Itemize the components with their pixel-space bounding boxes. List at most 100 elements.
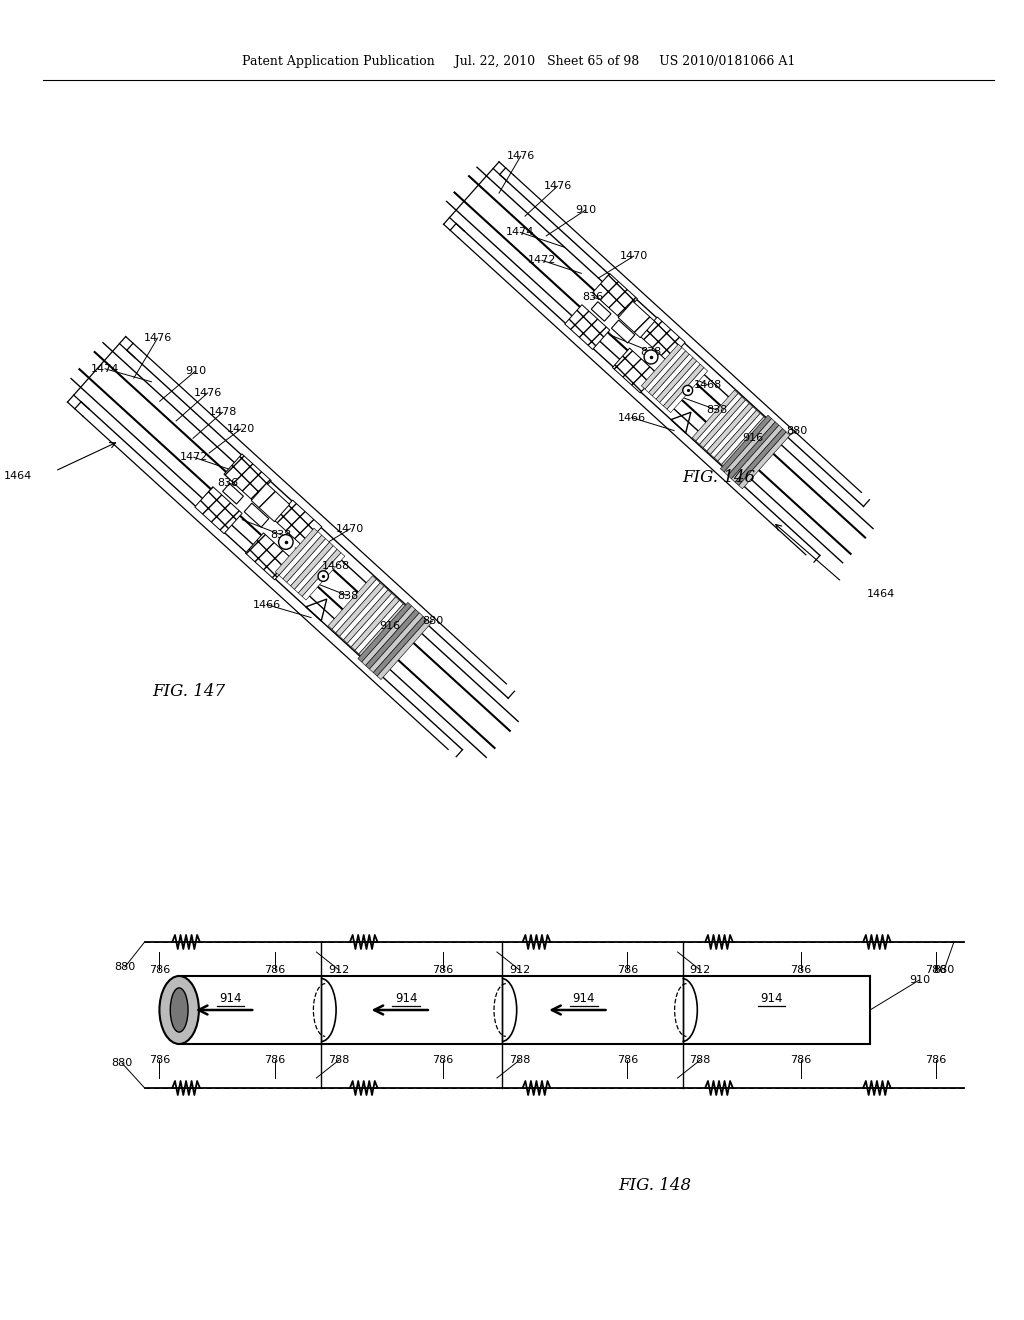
Text: 786: 786 — [264, 965, 286, 975]
Bar — [711, 407, 757, 458]
Bar — [618, 301, 654, 338]
Bar — [251, 483, 290, 521]
Bar — [370, 612, 423, 673]
Text: 786: 786 — [791, 965, 812, 975]
Text: 914: 914 — [760, 993, 782, 1005]
Bar — [374, 616, 427, 676]
Bar — [347, 594, 395, 647]
Text: 1466: 1466 — [617, 413, 646, 422]
Text: 880: 880 — [934, 965, 954, 975]
Bar — [699, 397, 745, 447]
Bar — [648, 351, 689, 396]
Bar — [720, 416, 772, 473]
Text: 910: 910 — [184, 366, 206, 376]
Text: 880: 880 — [786, 425, 808, 436]
Bar — [366, 610, 420, 669]
Bar — [722, 417, 768, 467]
Text: 1474: 1474 — [91, 364, 119, 374]
Bar — [343, 590, 392, 643]
Text: 1468: 1468 — [322, 561, 350, 572]
Bar — [283, 535, 326, 582]
Bar — [731, 425, 782, 482]
Text: 1470: 1470 — [336, 524, 365, 533]
Text: FIG. 146: FIG. 146 — [682, 470, 756, 487]
Text: 1476: 1476 — [143, 333, 172, 343]
Text: 910: 910 — [575, 205, 596, 215]
Text: 786: 786 — [148, 965, 170, 975]
Text: 786: 786 — [926, 965, 947, 975]
Bar — [659, 360, 700, 405]
Text: 1476: 1476 — [194, 388, 222, 397]
Bar — [664, 364, 703, 409]
Text: 788: 788 — [509, 1055, 530, 1065]
Bar — [291, 543, 333, 590]
Bar — [359, 605, 408, 657]
Text: 786: 786 — [791, 1055, 812, 1065]
Bar — [302, 553, 345, 601]
Text: 916: 916 — [379, 622, 400, 631]
Bar — [696, 393, 741, 445]
Text: Patent Application Publication     Jul. 22, 2010   Sheet 65 of 98     US 2010/01: Patent Application Publication Jul. 22, … — [242, 55, 796, 69]
Text: 786: 786 — [432, 965, 454, 975]
Text: 786: 786 — [616, 1055, 638, 1065]
Text: 786: 786 — [148, 1055, 170, 1065]
Text: 1476: 1476 — [507, 150, 535, 161]
Bar — [340, 586, 388, 640]
Text: 838: 838 — [337, 590, 358, 601]
Bar — [707, 404, 753, 454]
Bar — [280, 532, 322, 579]
Text: 912: 912 — [329, 965, 349, 975]
Bar — [641, 345, 682, 389]
Text: 880: 880 — [422, 616, 443, 626]
Bar — [591, 302, 611, 321]
Bar — [351, 597, 399, 651]
Bar — [328, 576, 377, 630]
Text: 914: 914 — [572, 993, 595, 1005]
Text: 914: 914 — [395, 993, 418, 1005]
Bar — [724, 418, 775, 475]
Bar — [728, 422, 779, 479]
Text: 836: 836 — [583, 292, 604, 302]
Bar — [336, 583, 384, 636]
Bar — [246, 533, 293, 579]
Text: 786: 786 — [926, 1055, 947, 1065]
Bar — [735, 429, 786, 486]
Text: 1464: 1464 — [4, 471, 33, 480]
Text: 838: 838 — [640, 347, 662, 356]
Text: 912: 912 — [689, 965, 711, 975]
Bar — [640, 317, 685, 362]
Bar — [703, 400, 750, 451]
Text: 1464: 1464 — [866, 589, 895, 599]
Bar — [274, 500, 322, 546]
Text: FIG. 147: FIG. 147 — [153, 684, 225, 701]
Bar — [287, 539, 330, 586]
Bar — [355, 601, 403, 653]
Bar — [612, 348, 657, 393]
Bar — [298, 549, 341, 597]
Bar — [611, 319, 635, 343]
Bar — [645, 347, 686, 392]
Circle shape — [683, 385, 692, 396]
Bar — [377, 620, 431, 680]
Text: 910: 910 — [909, 975, 930, 985]
Text: 1476: 1476 — [544, 181, 571, 191]
Bar — [738, 432, 790, 488]
Text: 1472: 1472 — [179, 453, 208, 462]
Text: 880: 880 — [112, 1059, 132, 1068]
Text: 1474: 1474 — [506, 227, 535, 238]
Text: 786: 786 — [616, 965, 638, 975]
Text: 836: 836 — [217, 478, 239, 488]
Text: 912: 912 — [509, 965, 530, 975]
Bar — [295, 545, 337, 593]
Bar — [667, 367, 708, 413]
Bar — [222, 483, 244, 504]
Bar — [656, 358, 696, 403]
Bar — [593, 273, 638, 318]
Circle shape — [318, 570, 329, 581]
Circle shape — [644, 350, 657, 364]
Bar — [357, 602, 412, 663]
Text: 914: 914 — [219, 993, 242, 1005]
Bar — [275, 528, 317, 576]
Text: 788: 788 — [329, 1055, 350, 1065]
Text: 1478: 1478 — [209, 408, 237, 417]
